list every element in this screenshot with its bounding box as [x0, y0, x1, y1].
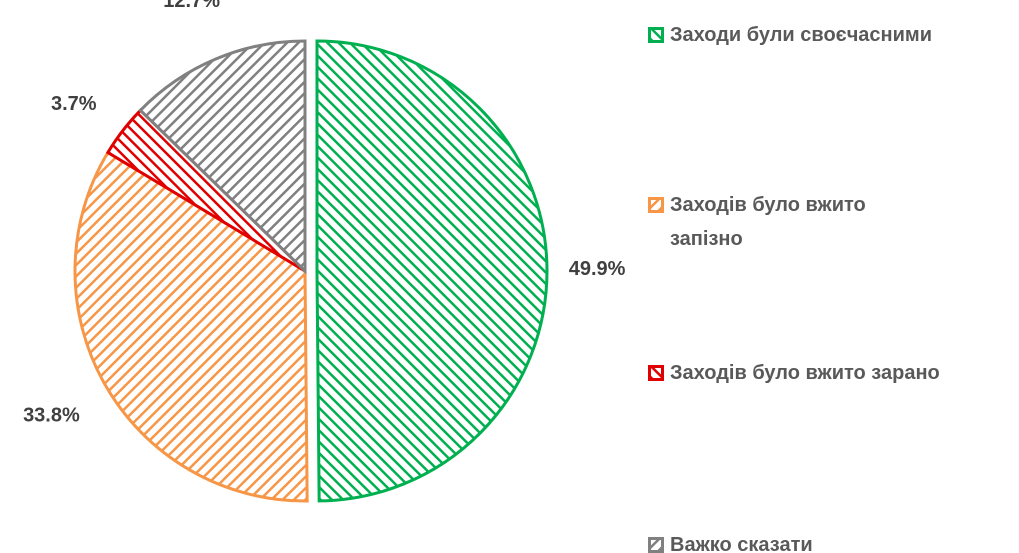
legend-entry: Заходів було вжито запізно [648, 188, 938, 256]
legend-swatch [648, 537, 664, 553]
legend-label: Заходи були своєчасними [670, 24, 933, 46]
pie-slice [138, 39, 307, 275]
legend-label: Заходів було вжито запізно [670, 194, 866, 250]
legend-swatch [648, 27, 664, 43]
legend-entry: Важко сказати [648, 528, 1018, 553]
legend-label: Важко сказати [670, 534, 813, 553]
data-label: 12.7% [163, 0, 220, 12]
legend-entry: Заходів було вжито зарано [648, 356, 1018, 390]
legend-swatch [648, 197, 664, 213]
data-label: 49.9% [569, 258, 626, 280]
legend-swatch [648, 365, 664, 381]
data-label: 33.8% [23, 404, 80, 426]
pie-slice [73, 150, 309, 503]
legend-label: Заходів було вжито зарано [670, 362, 940, 384]
data-label: 3.7% [51, 93, 97, 115]
pie-slice [315, 39, 549, 503]
legend-entry: Заходи були своєчасними [648, 18, 1018, 52]
